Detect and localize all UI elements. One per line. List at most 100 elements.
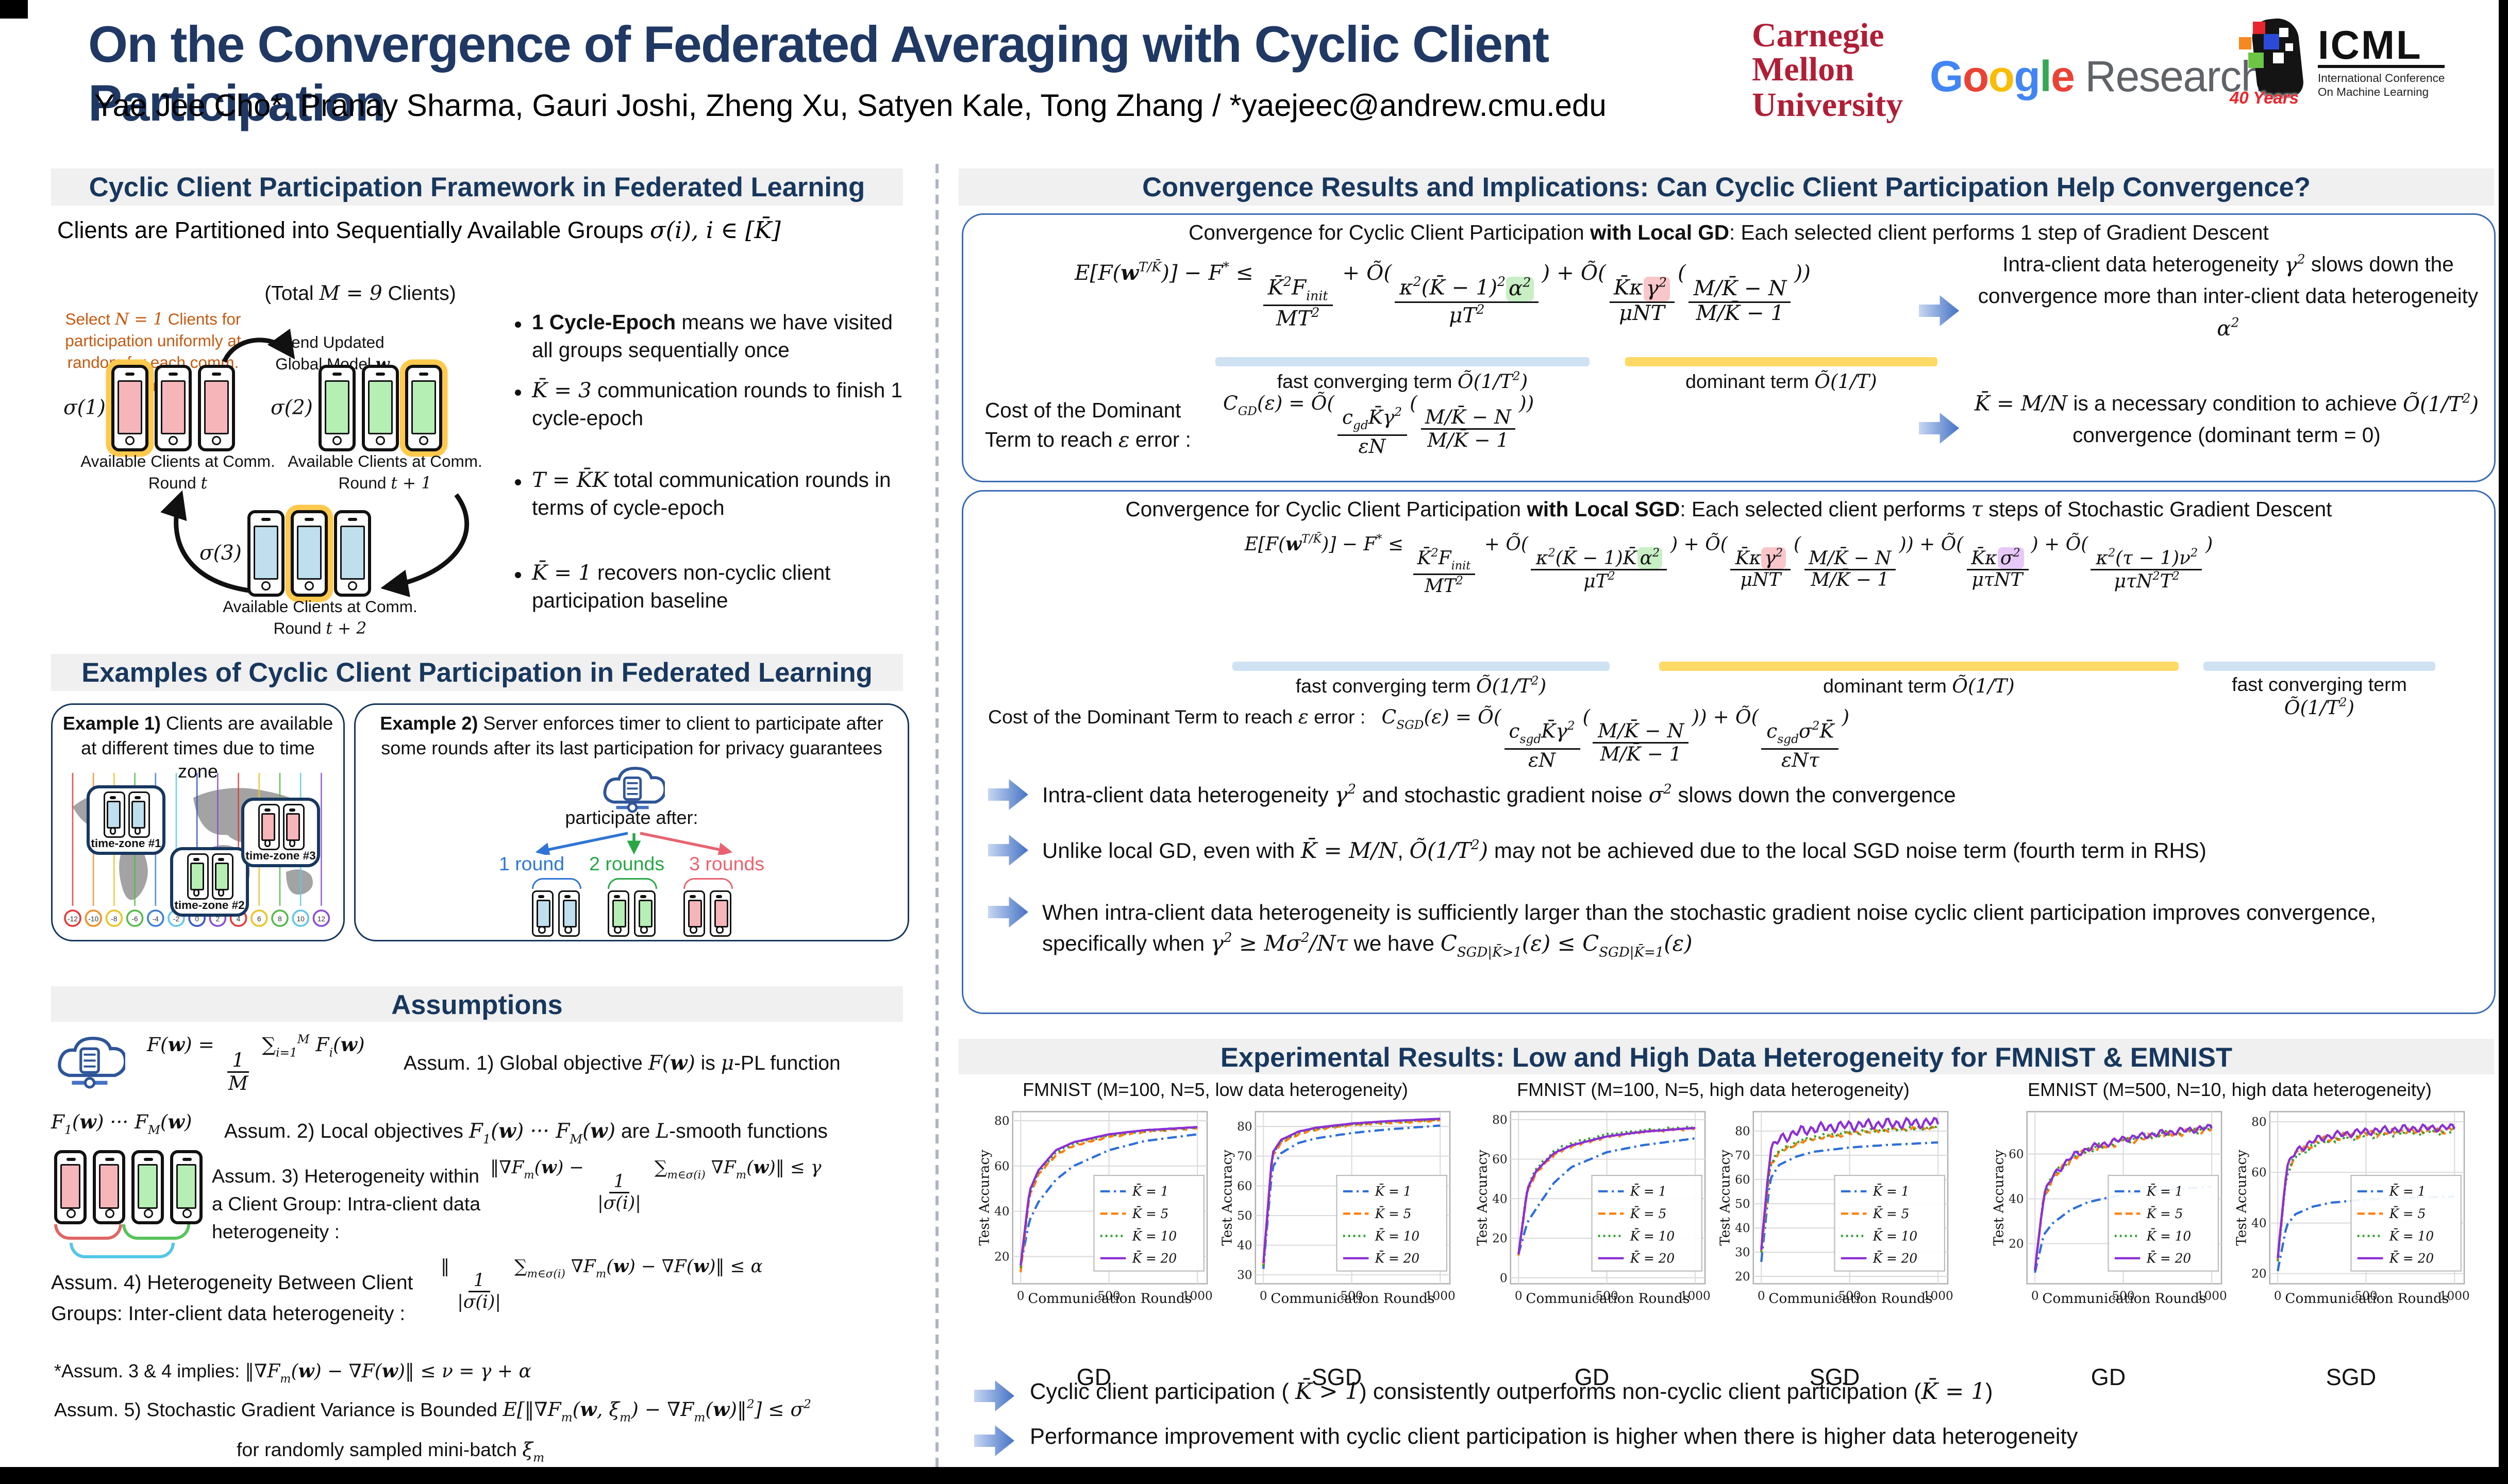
svg-text:K̄ = 10: K̄ = 10 bbox=[1375, 1228, 1419, 1243]
chart-caption: GD bbox=[1076, 1365, 1112, 1391]
total-clients-label: (Total M = 9 Clients) bbox=[264, 281, 456, 306]
icml-logo: 40 Years ICML International Conference O… bbox=[2230, 15, 2445, 111]
example1-title: Example 1) Clients are available at diff… bbox=[62, 713, 333, 783]
dominant-term-label: dominant term Õ(1/T) bbox=[1659, 662, 2179, 719]
icml-wordmark: ICML bbox=[2318, 25, 2445, 68]
svg-text:-8: -8 bbox=[111, 915, 118, 923]
gd-box-title: Convergence for Cyclic Client Participat… bbox=[1189, 221, 2269, 244]
svg-text:500: 500 bbox=[2112, 1289, 2134, 1303]
phone-icon bbox=[634, 890, 656, 937]
round-phone-groups bbox=[356, 878, 908, 937]
poster-title: On the Convergence of Federated Averagin… bbox=[88, 15, 1549, 131]
section-header-experiments: Experimental Results: Low and High Data … bbox=[959, 1039, 2494, 1074]
svg-text:0: 0 bbox=[1758, 1289, 1765, 1303]
assumption3-formula: ‖∇Fm(w) − 1 |σ(i)| ∑m∈σ(i) ∇Fm(w)‖ ≤ γ bbox=[490, 1156, 822, 1213]
gd-convergence-box: Convergence for Cyclic Client Participat… bbox=[962, 213, 2496, 482]
arrow-icon bbox=[974, 1380, 1014, 1411]
google-logo-suffix: Research bbox=[2085, 53, 2265, 100]
arrow-group1-to-group2 bbox=[222, 328, 295, 363]
local-objectives-label: F1(w) ··· FM(w) bbox=[51, 1110, 192, 1137]
assumption2-text: Assum. 2) Local objectives F1(w) ··· FM(… bbox=[224, 1119, 828, 1146]
poster-authors: Yae Jee Cho*, Pranay Sharma, Gauri Joshi… bbox=[94, 90, 1607, 124]
round-label-3: 3 rounds bbox=[689, 853, 765, 875]
experiment-group-fmnist-high: FMNIST (M=100, N=5, high data heterogene… bbox=[1469, 1079, 1958, 1391]
svg-text:40: 40 bbox=[1735, 1221, 1750, 1235]
sgd-cost-formula: CSGD(ε) = Õ(csgdK̄γ2 εN(M/K̄ − N M/K̄ − 1)… bbox=[1381, 705, 1850, 771]
phone-icon bbox=[608, 890, 629, 937]
phone-icon bbox=[170, 1150, 203, 1224]
column-divider bbox=[935, 164, 939, 1467]
svg-text:40: 40 bbox=[2009, 1192, 2024, 1206]
svg-text:60: 60 bbox=[1492, 1153, 1508, 1167]
chart-fmnist-low-gd: 20 40 60 80 0 500 1000 Test Accuracy Communicati… bbox=[977, 1111, 1213, 1306]
sgd-bullet: Unlike local GD, even with K̄ = M/N, Õ(1… bbox=[988, 835, 2457, 868]
svg-text:1000: 1000 bbox=[2197, 1289, 2227, 1303]
phone-icon bbox=[319, 365, 356, 451]
cloud-server-icon bbox=[58, 1036, 125, 1089]
svg-text:20: 20 bbox=[2009, 1237, 2024, 1251]
svg-text:K̄ = 5: K̄ = 5 bbox=[1375, 1206, 1412, 1221]
svg-text:40: 40 bbox=[994, 1205, 1010, 1219]
timezone3-chip: time-zone #3 bbox=[241, 798, 320, 868]
group1-caption: Available Clients at Comm. Round t bbox=[80, 453, 275, 494]
chart-cell: 30 40 50 60 70 80 0 500 1000 Test Accuracy Communi… bbox=[1217, 1105, 1457, 1391]
svg-text:K̄ = 1: K̄ = 1 bbox=[2389, 1184, 2426, 1199]
frame-corner bbox=[0, 0, 28, 19]
svg-text:K̄ = 10: K̄ = 10 bbox=[1872, 1228, 1917, 1243]
timezone2-chip: time-zone #2 bbox=[170, 847, 249, 917]
assumption4-formula: ‖ 1 |σ(i)| ∑m∈σ(i) ∇Fm(w) − ∇F(w)‖ ≤ α bbox=[441, 1255, 763, 1312]
svg-text:K̄ = 1: K̄ = 1 bbox=[1375, 1184, 1412, 1199]
sgd-cost-line: Cost of the Dominant Term to reach ε err… bbox=[988, 705, 2472, 771]
svg-text:K̄ = 1: K̄ = 1 bbox=[2146, 1184, 2183, 1199]
timezone3-label: time-zone #3 bbox=[245, 849, 316, 863]
sgd-convergence-box: Convergence for Cyclic Client Participat… bbox=[962, 490, 2496, 1014]
svg-text:50: 50 bbox=[1237, 1209, 1252, 1223]
fast-term-label: fast converging term Õ(1/T2) bbox=[2203, 662, 2435, 719]
svg-text:Test Accuracy: Test Accuracy bbox=[977, 1150, 992, 1246]
svg-text:K̄ = 10: K̄ = 10 bbox=[2146, 1228, 2191, 1243]
dominant-term-label: dominant term Õ(1/T) bbox=[1625, 357, 1937, 393]
section-header-convergence: Convergence Results and Implications: Ca… bbox=[959, 168, 2494, 206]
sigma2-label: σ(2) bbox=[271, 397, 313, 420]
partition-statement: Clients are Partitioned into Sequentiall… bbox=[57, 216, 781, 244]
cyclic-participation-diagram: (Total M = 9 Clients) Select N = 1 Clien… bbox=[51, 266, 906, 646]
svg-text:K̄ = 1: K̄ = 1 bbox=[1872, 1184, 1910, 1199]
google-letter: o bbox=[1962, 53, 1989, 100]
arrow-icon bbox=[1919, 413, 1959, 444]
sgd-convergence-formula: E[F(wT/K̄)] − F* ≤ K̄2Finit MT2 + Õ(κ2(K̄… bbox=[1244, 532, 2213, 597]
chart-cell: 20 30 40 50 60 70 80 0 500 1000 Test Accuracy Commu… bbox=[1715, 1105, 1954, 1391]
assumption34-implication: *Assum. 3 & 4 implies: ‖∇Fm(w) − ∇F(w)‖ … bbox=[54, 1360, 531, 1386]
section-header-framework: Cyclic Client Participation Framework in… bbox=[51, 168, 903, 206]
svg-text:K̄ = 5: K̄ = 5 bbox=[1132, 1206, 1169, 1221]
phone-icon bbox=[247, 510, 285, 597]
assumption5-text: Assum. 5) Stochastic Gradient Variance i… bbox=[54, 1397, 811, 1425]
svg-text:1000: 1000 bbox=[1680, 1289, 1711, 1303]
svg-text:80: 80 bbox=[1492, 1113, 1508, 1127]
svg-text:20: 20 bbox=[1735, 1270, 1750, 1284]
svg-text:70: 70 bbox=[1237, 1150, 1252, 1163]
timezone1-label: time-zone #1 bbox=[91, 836, 161, 850]
svg-text:K̄ = 1: K̄ = 1 bbox=[1132, 1184, 1169, 1199]
svg-text:500: 500 bbox=[1097, 1289, 1120, 1303]
example2-title: Example 2) Server enforces timer to clie… bbox=[380, 713, 883, 758]
svg-text:K̄ = 5: K̄ = 5 bbox=[2389, 1206, 2426, 1221]
svg-text:Communication Rounds: Communication Rounds bbox=[1028, 1291, 1192, 1306]
svg-text:0: 0 bbox=[2031, 1289, 2039, 1303]
chart-cell: 0 20 40 60 80 0 500 1000 Test Accuracy Communicat… bbox=[1472, 1105, 1712, 1391]
gd-cost-label: Cost of the Dominant Term to reach ε err… bbox=[985, 399, 1191, 453]
svg-text:20: 20 bbox=[2251, 1267, 2267, 1281]
svg-text:40: 40 bbox=[1492, 1192, 1508, 1206]
svg-text:12: 12 bbox=[317, 915, 325, 923]
diagram-arrows bbox=[160, 328, 470, 597]
svg-text:K̄ = 20: K̄ = 20 bbox=[1375, 1251, 1419, 1266]
chart-caption: SGD bbox=[1809, 1365, 1860, 1391]
frame-right bbox=[2499, 0, 2508, 1484]
svg-text:1000: 1000 bbox=[1923, 1289, 1953, 1303]
phone-icon bbox=[211, 853, 233, 900]
section-header-examples: Examples of Cyclic Client Participation … bbox=[51, 654, 903, 691]
bullet-item: 1 Cycle-Epoch means we have visited all … bbox=[515, 309, 906, 365]
conclusion-bullet: Performance improvement with cyclic clie… bbox=[974, 1425, 2474, 1456]
experiment-subtitle: FMNIST (M=100, N=5, low data heterogenei… bbox=[1023, 1079, 1408, 1101]
assumption3-text: Assum. 3) Heterogeneity within a Client … bbox=[212, 1166, 481, 1243]
